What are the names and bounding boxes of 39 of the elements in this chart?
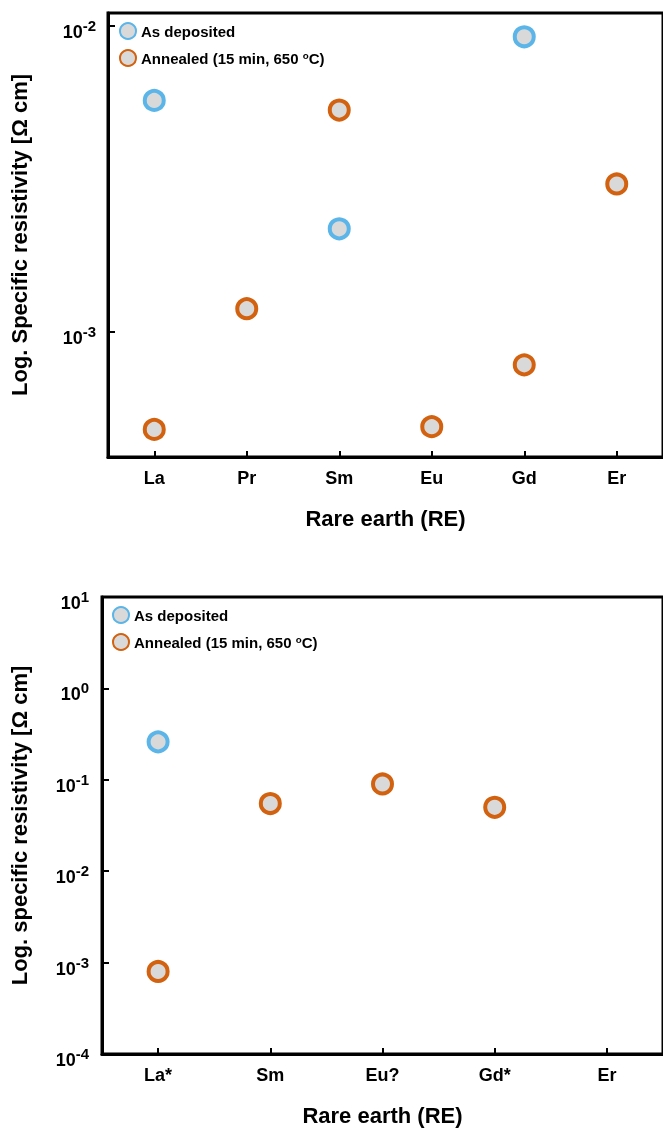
y-axis-title: Log. specific resistivity [Ω cm] (6, 665, 32, 986)
point (605, 172, 629, 196)
x-tick-label: Er (607, 468, 627, 488)
point (420, 415, 444, 439)
point (512, 353, 536, 377)
x-tick-label: Gd (511, 468, 537, 488)
y-tick-label: 10$^{-2}$ (62, 15, 96, 43)
x-tick-label: Eu (420, 468, 444, 488)
y-tick-label: 10$^{-4}$ (55, 1044, 89, 1071)
point (146, 730, 170, 754)
y-tick-label: 10$^{-1}$ (55, 769, 89, 797)
y-tick-label: 10$^{0}$ (60, 678, 89, 706)
point (327, 217, 351, 241)
x-tick-label: Er (597, 1065, 617, 1085)
x-tick-label: Sm (325, 468, 354, 488)
point (512, 25, 536, 49)
point (371, 772, 394, 796)
x-tick-label: Sm (256, 1065, 285, 1085)
x-tick-label: La (143, 468, 166, 488)
y-tick-label: 10$^{-2}$ (55, 861, 89, 889)
x-tick-label: La* (144, 1065, 173, 1085)
y-tick-label: 10$^{-3}$ (62, 321, 96, 349)
point (327, 98, 351, 122)
legend-label: As deposited (141, 22, 236, 40)
x-tick-label: Gd* (478, 1065, 511, 1085)
point (142, 88, 166, 112)
x-axis-title: Rare earth (RE) (305, 505, 466, 531)
x-tick-label: Pr (237, 468, 257, 488)
y-tick-label: 10$^{1}$ (60, 587, 89, 614)
point (146, 959, 170, 983)
legend-label: As deposited (134, 606, 229, 624)
point (142, 417, 166, 441)
x-tick-label: Eu? (365, 1065, 400, 1085)
point (483, 795, 507, 819)
x-axis-title: Rare earth (RE) (302, 1102, 463, 1128)
point (258, 792, 282, 816)
y-tick-label: 10$^{-3}$ (55, 952, 89, 980)
point (235, 297, 259, 321)
y-axis-title: Log. Specific resistivity [Ω cm] (6, 73, 32, 397)
